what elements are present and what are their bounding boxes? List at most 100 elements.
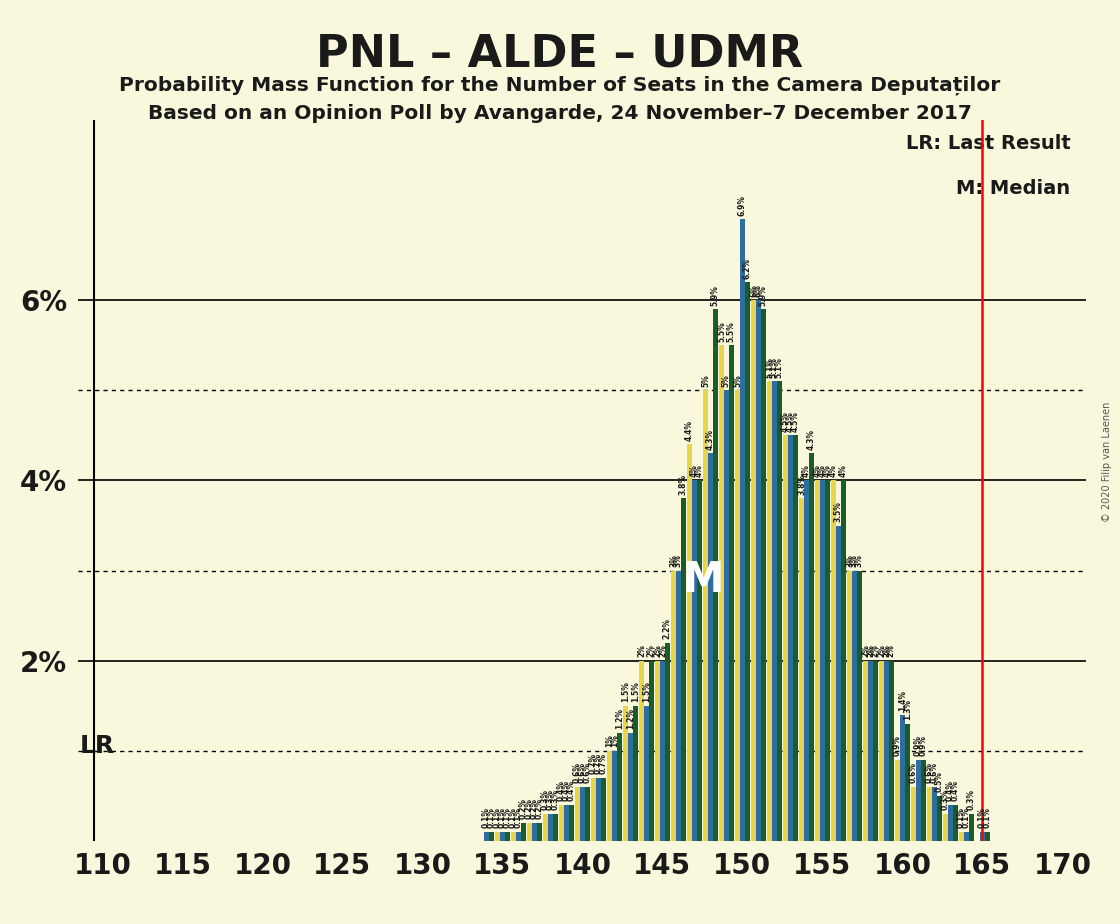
- Text: 0.1%: 0.1%: [503, 808, 512, 828]
- Bar: [852, 571, 857, 841]
- Text: 4.5%: 4.5%: [781, 411, 790, 432]
- Text: 0.1%: 0.1%: [978, 808, 987, 828]
- Text: 0.7%: 0.7%: [594, 753, 603, 774]
- Bar: [745, 283, 749, 841]
- Text: 1%: 1%: [610, 735, 619, 748]
- Bar: [884, 661, 889, 841]
- Bar: [824, 480, 830, 841]
- Bar: [640, 661, 644, 841]
- Bar: [936, 796, 942, 841]
- Bar: [948, 805, 953, 841]
- Bar: [660, 661, 665, 841]
- Bar: [800, 499, 804, 841]
- Text: LR: Last Result: LR: Last Result: [906, 134, 1071, 152]
- Bar: [591, 778, 596, 841]
- Bar: [767, 382, 772, 841]
- Text: 4%: 4%: [813, 464, 822, 477]
- Bar: [777, 382, 782, 841]
- Bar: [633, 706, 637, 841]
- Bar: [868, 661, 872, 841]
- Text: 0.1%: 0.1%: [510, 808, 519, 828]
- Text: 6%: 6%: [754, 284, 763, 297]
- Text: 5.5%: 5.5%: [717, 321, 726, 342]
- Text: 3%: 3%: [850, 554, 859, 567]
- Bar: [564, 805, 569, 841]
- Text: 0.9%: 0.9%: [918, 736, 927, 756]
- Bar: [612, 750, 617, 841]
- Text: 0.6%: 0.6%: [573, 762, 582, 784]
- Bar: [548, 814, 553, 841]
- Bar: [596, 778, 600, 841]
- Text: 5.1%: 5.1%: [765, 357, 774, 378]
- Text: 2.2%: 2.2%: [663, 618, 672, 639]
- Bar: [505, 832, 510, 841]
- Text: 0.2%: 0.2%: [519, 798, 528, 820]
- Text: 1.5%: 1.5%: [631, 681, 640, 702]
- Text: 2%: 2%: [861, 644, 870, 657]
- Bar: [872, 661, 878, 841]
- Bar: [879, 661, 884, 841]
- Text: 0.9%: 0.9%: [914, 736, 923, 756]
- Bar: [900, 715, 905, 841]
- Text: 2%: 2%: [637, 644, 646, 657]
- Text: 0.3%: 0.3%: [941, 789, 950, 810]
- Text: 2%: 2%: [887, 644, 896, 657]
- Text: 0.6%: 0.6%: [582, 762, 591, 784]
- Text: 4%: 4%: [829, 464, 838, 477]
- Bar: [719, 346, 724, 841]
- Text: 2%: 2%: [881, 644, 890, 657]
- Bar: [617, 733, 622, 841]
- Text: 4%: 4%: [823, 464, 832, 477]
- Bar: [576, 787, 580, 841]
- Bar: [857, 571, 861, 841]
- Bar: [516, 832, 521, 841]
- Bar: [543, 814, 548, 841]
- Bar: [964, 832, 969, 841]
- Bar: [712, 310, 718, 841]
- Text: 5.1%: 5.1%: [769, 357, 778, 378]
- Text: 0.6%: 0.6%: [909, 762, 918, 784]
- Bar: [772, 382, 777, 841]
- Text: 0.7%: 0.7%: [599, 753, 608, 774]
- Bar: [648, 661, 654, 841]
- Text: 1.2%: 1.2%: [626, 708, 635, 729]
- Bar: [697, 480, 701, 841]
- Text: 3.8%: 3.8%: [797, 474, 806, 495]
- Bar: [836, 526, 841, 841]
- Text: 0.6%: 0.6%: [930, 762, 939, 784]
- Text: 4.3%: 4.3%: [706, 429, 715, 450]
- Bar: [569, 805, 573, 841]
- Bar: [528, 823, 532, 841]
- Bar: [984, 832, 990, 841]
- Text: 0.7%: 0.7%: [589, 753, 598, 774]
- Bar: [760, 310, 766, 841]
- Bar: [559, 805, 564, 841]
- Text: 3.8%: 3.8%: [679, 474, 688, 495]
- Text: 2%: 2%: [866, 644, 875, 657]
- Bar: [921, 760, 925, 841]
- Text: 3.5%: 3.5%: [834, 501, 843, 522]
- Text: 4.5%: 4.5%: [786, 411, 795, 432]
- Text: 5%: 5%: [701, 374, 710, 387]
- Text: 0.4%: 0.4%: [562, 780, 571, 801]
- Bar: [703, 390, 708, 841]
- Bar: [671, 571, 676, 841]
- Text: 5.1%: 5.1%: [775, 357, 784, 378]
- Bar: [644, 706, 648, 841]
- Text: 0.1%: 0.1%: [514, 808, 523, 828]
- Bar: [815, 480, 820, 841]
- Bar: [484, 832, 488, 841]
- Text: 5.9%: 5.9%: [758, 285, 767, 306]
- Bar: [681, 499, 685, 841]
- Text: 1.5%: 1.5%: [642, 681, 651, 702]
- Text: 4.5%: 4.5%: [791, 411, 800, 432]
- Text: 0.1%: 0.1%: [482, 808, 491, 828]
- Text: 4%: 4%: [694, 464, 703, 477]
- Text: LR: LR: [80, 735, 115, 759]
- Text: 0.4%: 0.4%: [951, 780, 960, 801]
- Text: 0.3%: 0.3%: [551, 789, 560, 810]
- Bar: [953, 805, 958, 841]
- Bar: [847, 571, 852, 841]
- Text: 3%: 3%: [846, 554, 855, 567]
- Text: 0.6%: 0.6%: [925, 762, 934, 784]
